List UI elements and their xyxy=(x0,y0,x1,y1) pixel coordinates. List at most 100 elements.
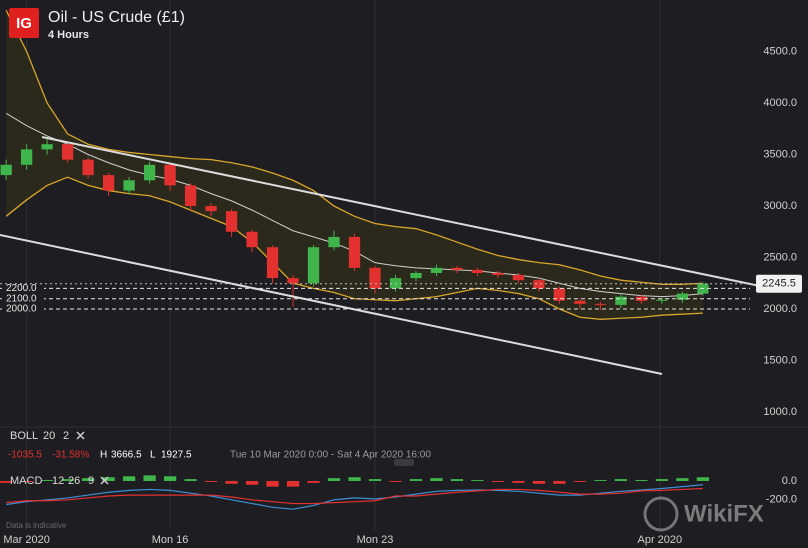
y-tick-label: 4000.0 xyxy=(763,97,797,109)
candle-body xyxy=(492,272,504,276)
candle-body xyxy=(102,175,115,191)
macd-histogram-bar xyxy=(655,479,669,481)
macd-histogram-bar xyxy=(20,480,33,482)
candle-body xyxy=(307,247,320,284)
macd-histogram-bar xyxy=(450,479,464,481)
high-label: H xyxy=(100,450,107,461)
macd-histogram-bar xyxy=(225,480,238,484)
change-percent: -31.58% xyxy=(52,450,89,461)
macd-histogram-bar xyxy=(184,479,197,481)
candle-body xyxy=(574,300,586,304)
logo xyxy=(9,8,39,38)
candle-body xyxy=(635,296,648,301)
macd-histogram-bar xyxy=(348,477,361,481)
high-value: 3666.5 xyxy=(111,450,142,461)
level-label: 2100.0 xyxy=(6,293,37,304)
candle-body xyxy=(471,269,484,273)
candle-body xyxy=(410,272,422,279)
macd-pane xyxy=(0,475,710,510)
candle-body xyxy=(205,206,217,212)
macd-histogram-bar xyxy=(409,479,423,481)
candle-body xyxy=(0,164,12,176)
level-label: 2000.0 xyxy=(6,304,37,315)
axis-layer: Mar 2020 Mon 16 Mon 23 Apr 2020 1000.0 1500.0… xyxy=(3,45,797,545)
indicator-param: 20 xyxy=(43,430,55,442)
macd-histogram-bar xyxy=(553,480,566,484)
candle-body xyxy=(430,267,443,273)
y-tick-label: 2000.0 xyxy=(763,303,797,315)
band-lower xyxy=(5,176,703,320)
candle-body xyxy=(21,149,33,165)
x-tick-label: Mar 2020 xyxy=(3,534,49,546)
low-value: 1927.5 xyxy=(161,450,192,461)
macd-histogram-bar xyxy=(61,479,74,481)
band-upper xyxy=(5,10,703,285)
macd-histogram-bar xyxy=(594,480,607,481)
resize-handle[interactable] xyxy=(394,459,414,466)
macd-histogram-bar xyxy=(573,480,587,482)
macd-histogram-bar xyxy=(676,478,689,481)
level-tag xyxy=(2,304,44,315)
last-price-label: 2245.5 xyxy=(762,278,796,290)
x-tick-label: Mon 16 xyxy=(152,534,189,546)
candle-body xyxy=(512,275,525,281)
candle-body xyxy=(143,164,156,181)
candle-body xyxy=(615,296,627,305)
instrument-title: Oil - US Crude (£1) xyxy=(48,9,185,26)
macd-histogram-bar xyxy=(245,480,259,485)
watermark-group: WikiFX xyxy=(643,496,764,532)
macd-histogram-bar xyxy=(286,480,300,487)
macd-histogram-bar xyxy=(512,480,525,483)
low-label: L xyxy=(150,450,156,461)
macd-histogram-bar xyxy=(696,477,710,481)
candle-body xyxy=(348,236,361,268)
candle-body xyxy=(82,159,94,176)
macd-histogram-bar xyxy=(430,478,443,481)
candle-body xyxy=(184,185,197,207)
candle-body xyxy=(533,280,545,289)
macd-histogram-bar xyxy=(163,476,177,481)
indicator-name: MACD xyxy=(10,475,42,487)
x-tick-label: Apr 2020 xyxy=(638,534,683,546)
macd-histogram-bar xyxy=(307,480,320,483)
trend-line xyxy=(41,136,761,287)
macd-histogram-bar xyxy=(40,480,54,481)
indicator-param: 12 xyxy=(52,475,64,487)
y-tick-label: 1000.0 xyxy=(763,406,797,418)
candle-body xyxy=(656,299,668,301)
macd-histogram-bar xyxy=(368,479,382,481)
change: -1035.5 xyxy=(8,450,42,461)
macd-tick-label: -200.0 xyxy=(766,494,797,506)
level-tag xyxy=(2,283,44,294)
macd-histogram-bar xyxy=(102,477,115,481)
candle-body xyxy=(676,293,689,300)
disclaimer: Data is indicative xyxy=(6,521,67,530)
logo-text: IG xyxy=(16,15,32,32)
level-tag xyxy=(2,293,44,304)
y-tick-label: 3500.0 xyxy=(763,148,797,160)
macd-histogram-bar xyxy=(532,480,546,484)
macd-histogram-bar xyxy=(143,475,156,481)
candle-body xyxy=(594,303,607,305)
macd-histogram-bar xyxy=(491,480,505,482)
close-button[interactable] xyxy=(100,476,109,485)
candle-body xyxy=(553,288,566,301)
macd-histogram-bar xyxy=(0,480,13,483)
close-button[interactable] xyxy=(76,431,85,440)
macd-histogram-bar xyxy=(327,478,341,481)
x-tick-label: Mon 23 xyxy=(357,534,394,546)
macd-histogram-bar xyxy=(122,476,136,481)
indicator-param: 2 xyxy=(63,430,69,442)
macd-histogram-bar xyxy=(204,480,218,482)
macd-signal-line xyxy=(6,487,703,505)
candle-body xyxy=(225,211,238,232)
macd-histogram-bar xyxy=(471,480,484,481)
candle-body xyxy=(266,247,279,279)
watermark: WikiFX xyxy=(684,500,764,527)
macd-tick-label: 0.0 xyxy=(782,475,797,487)
interval: 4 Hours xyxy=(48,29,89,41)
macd-histogram-bar xyxy=(635,480,648,481)
macd-histogram-bar xyxy=(266,480,279,487)
candle-body xyxy=(123,180,135,191)
